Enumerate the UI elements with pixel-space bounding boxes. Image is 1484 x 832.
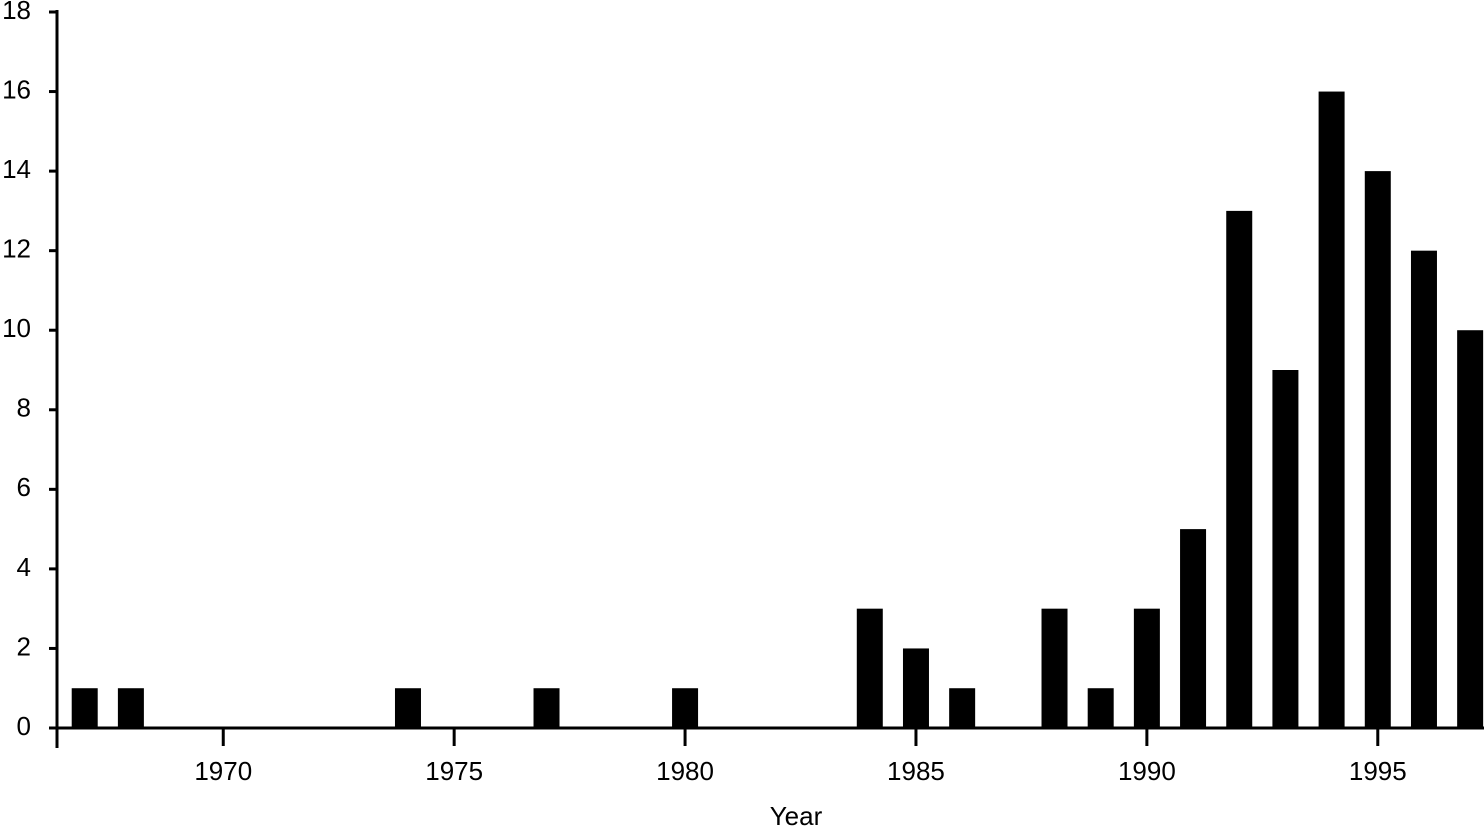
y-tick-label: 12 [2, 234, 31, 264]
bar [394, 688, 421, 728]
bar [1087, 688, 1114, 728]
bar [533, 688, 560, 728]
y-tick-label: 4 [17, 552, 31, 582]
bar [672, 688, 699, 728]
bar [1226, 210, 1253, 728]
bar [117, 688, 144, 728]
y-tick-label: 2 [17, 631, 31, 661]
y-tick-label: 16 [2, 74, 31, 104]
bar [1318, 91, 1345, 729]
bar [856, 608, 883, 728]
x-axis-label: Year [770, 801, 823, 831]
bar [1457, 330, 1484, 728]
bar [1410, 250, 1437, 728]
bar [1364, 171, 1391, 729]
y-tick-label: 0 [17, 711, 31, 741]
y-tick-label: 8 [17, 393, 31, 423]
bar [949, 688, 976, 728]
x-tick-label: 1980 [656, 756, 714, 786]
x-tick-label: 1970 [194, 756, 252, 786]
bar [1041, 608, 1068, 728]
bar [71, 688, 98, 728]
x-tick-label: 1990 [1118, 756, 1176, 786]
bar [1272, 370, 1299, 728]
bar [1180, 529, 1207, 728]
x-tick-label: 1995 [1349, 756, 1407, 786]
y-tick-label: 10 [2, 313, 31, 343]
y-tick-label: 18 [2, 0, 31, 25]
y-tick-label: 14 [2, 154, 31, 184]
x-tick-label: 1985 [887, 756, 945, 786]
bar [1133, 608, 1160, 728]
y-tick-label: 6 [17, 472, 31, 502]
bar [902, 648, 929, 728]
x-tick-label: 1975 [425, 756, 483, 786]
